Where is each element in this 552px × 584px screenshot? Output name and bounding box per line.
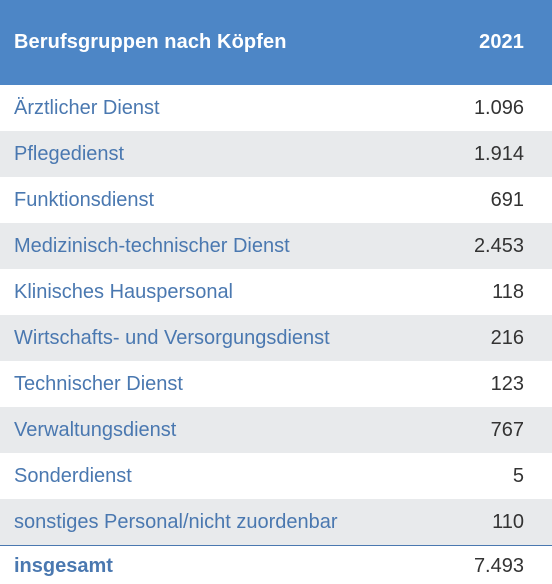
table-header: Berufsgruppen nach Köpfen 2021	[0, 0, 552, 85]
table-row: Medizinisch-technischer Dienst 2.453	[0, 223, 552, 269]
table-row: sonstiges Personal/nicht zuordenbar 110	[0, 499, 552, 545]
table-row: Verwaltungsdienst 767	[0, 407, 552, 453]
total-divider	[0, 545, 552, 546]
row-label: Verwaltungsdienst	[14, 418, 177, 441]
table-row: Klinisches Hauspersonal 118	[0, 269, 552, 315]
table-body: Ärztlicher Dienst 1.096 Pflegedienst 1.9…	[0, 85, 552, 545]
row-value: 691	[490, 188, 524, 211]
table-row: Ärztlicher Dienst 1.096	[0, 85, 552, 131]
row-label: Funktionsdienst	[14, 188, 155, 211]
table-row: Funktionsdienst 691	[0, 177, 552, 223]
header-category: Berufsgruppen nach Köpfen	[14, 31, 287, 53]
table-row: Pflegedienst 1.914	[0, 131, 552, 177]
row-label: sonstiges Personal/nicht zuordenbar	[14, 510, 338, 533]
row-value: 5	[512, 464, 524, 487]
row-label: Wirtschafts- und Versorgungsdienst	[14, 326, 330, 349]
row-value: 216	[490, 326, 524, 349]
row-value: 2.453	[473, 234, 524, 257]
row-value: 767	[490, 418, 524, 441]
row-label: Medizinisch-technischer Dienst	[14, 234, 290, 257]
table-row: Wirtschafts- und Versorgungsdienst 216	[0, 315, 552, 361]
row-label: Ärztlicher Dienst	[14, 96, 160, 119]
row-value: 1.096	[473, 96, 524, 119]
row-value: 123	[490, 372, 524, 395]
table-row: Sonderdienst 5	[0, 453, 552, 499]
row-value: 118	[492, 280, 524, 303]
row-label: Technischer Dienst	[14, 372, 183, 395]
total-value: 7.493	[473, 555, 524, 577]
total-row: insgesamt 7.493	[0, 546, 552, 583]
table-row: Technischer Dienst 123	[0, 361, 552, 407]
row-label: Klinisches Hauspersonal	[14, 280, 234, 303]
header-year: 2021	[479, 31, 524, 53]
total-label: insgesamt	[14, 555, 113, 577]
row-label: Pflegedienst	[14, 142, 125, 165]
row-value: 1.914	[473, 142, 524, 165]
row-label: Sonderdienst	[14, 464, 132, 487]
row-value: 110	[492, 510, 524, 533]
